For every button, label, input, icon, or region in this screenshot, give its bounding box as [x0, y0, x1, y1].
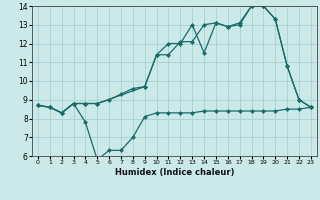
X-axis label: Humidex (Indice chaleur): Humidex (Indice chaleur): [115, 168, 234, 177]
